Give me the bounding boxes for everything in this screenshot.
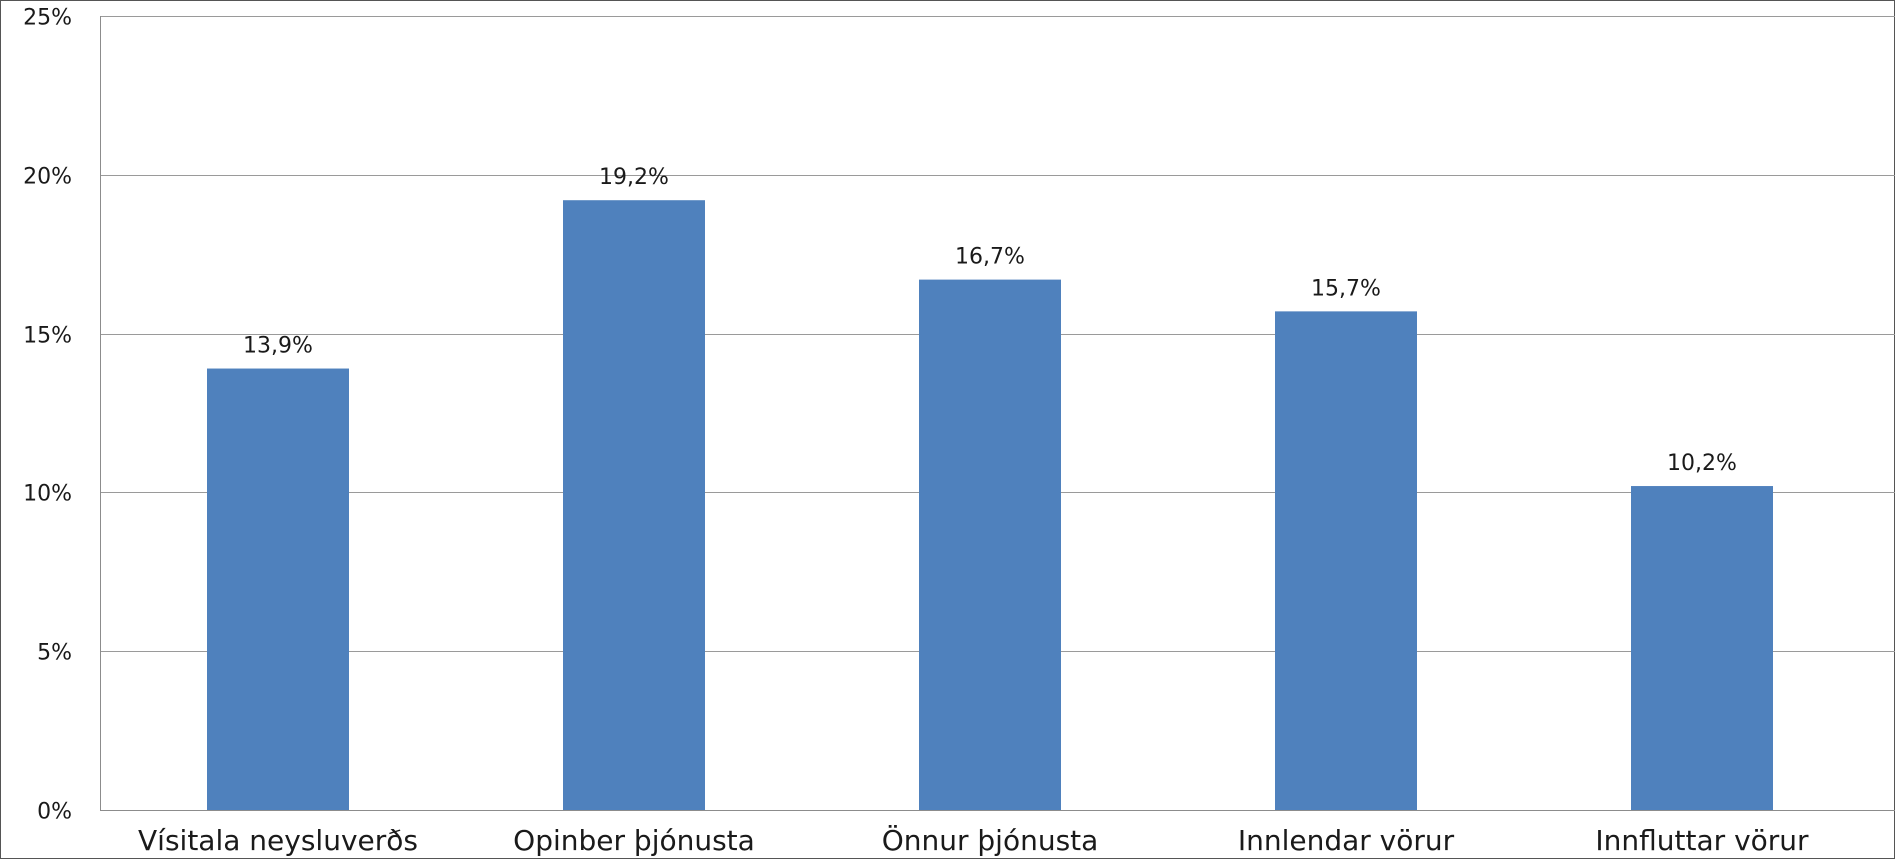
data-label: 19,2% bbox=[599, 165, 669, 190]
bars bbox=[207, 200, 1773, 810]
y-tick-label: 20% bbox=[23, 165, 72, 190]
bar bbox=[1275, 311, 1417, 810]
y-axis-tick-labels: 0% 5% 10% 15% 20% 25% bbox=[23, 6, 72, 825]
data-label: 10,2% bbox=[1667, 451, 1737, 476]
bar bbox=[207, 368, 349, 810]
bar bbox=[919, 279, 1061, 810]
category-label: Innfluttar vörur bbox=[1595, 824, 1809, 857]
y-tick-label: 15% bbox=[23, 324, 72, 349]
data-label: 16,7% bbox=[955, 245, 1025, 270]
data-labels: 13,9% 19,2% 16,7% 15,7% 10,2% bbox=[243, 165, 1737, 476]
bar bbox=[1631, 486, 1773, 810]
category-label: Innlendar vörur bbox=[1238, 824, 1455, 857]
x-axis-category-labels: Vísitala neysluverðs Opinber þjónusta Önnu… bbox=[138, 823, 1809, 857]
y-tick-label: 5% bbox=[37, 641, 72, 666]
data-label: 13,9% bbox=[243, 334, 313, 359]
y-tick-label: 10% bbox=[23, 482, 72, 507]
category-label: Vísitala neysluverðs bbox=[138, 824, 418, 857]
category-label: Önnur þjónusta bbox=[882, 823, 1099, 857]
y-tick-label: 25% bbox=[23, 6, 72, 31]
y-tick-label: 0% bbox=[37, 800, 72, 825]
axes bbox=[100, 16, 1895, 811]
data-label: 15,7% bbox=[1311, 276, 1381, 301]
bar bbox=[563, 200, 705, 810]
category-label: Opinber þjónusta bbox=[513, 824, 755, 857]
